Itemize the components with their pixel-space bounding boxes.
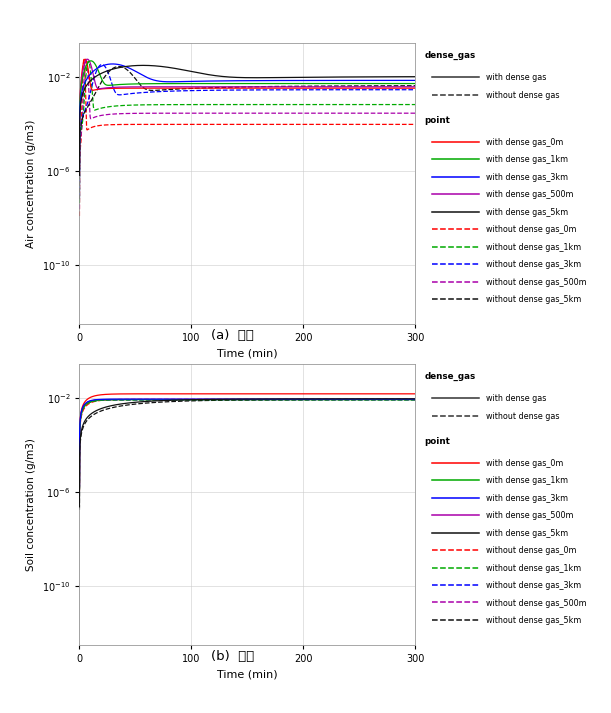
Text: with dense gas_3km: with dense gas_3km xyxy=(486,493,568,503)
Text: without dense gas_1km: without dense gas_1km xyxy=(486,563,581,573)
Text: dense_gas: dense_gas xyxy=(425,51,476,61)
Text: dense_gas: dense_gas xyxy=(425,372,476,381)
Text: without dense gas_500m: without dense gas_500m xyxy=(486,598,587,607)
Text: with dense gas_5km: with dense gas_5km xyxy=(486,528,568,538)
Text: without dense gas_3km: without dense gas_3km xyxy=(486,581,581,590)
Text: with dense gas_0m: with dense gas_0m xyxy=(486,459,563,468)
X-axis label: Time (min): Time (min) xyxy=(217,670,278,680)
Text: with dense gas_1km: with dense gas_1km xyxy=(486,155,568,165)
Text: point: point xyxy=(425,436,450,446)
Text: without dense gas_3km: without dense gas_3km xyxy=(486,260,581,270)
Y-axis label: Soil concentration (g/m3): Soil concentration (g/m3) xyxy=(26,438,37,571)
Text: with dense gas_500m: with dense gas_500m xyxy=(486,511,574,520)
Text: without dense gas_1km: without dense gas_1km xyxy=(486,242,581,252)
Text: (b)  토양: (b) 토양 xyxy=(211,650,254,663)
Text: (a)  대기: (a) 대기 xyxy=(211,329,254,342)
Text: with dense gas_500m: with dense gas_500m xyxy=(486,190,574,200)
Text: with dense gas_5km: with dense gas_5km xyxy=(486,207,568,217)
Y-axis label: Air concentration (g/m3): Air concentration (g/m3) xyxy=(26,119,37,248)
Text: with dense gas_3km: with dense gas_3km xyxy=(486,173,568,182)
Text: without dense gas_500m: without dense gas_500m xyxy=(486,277,587,287)
Text: with dense gas: with dense gas xyxy=(486,73,546,83)
Text: without dense gas_5km: without dense gas_5km xyxy=(486,295,581,304)
Text: with dense gas_0m: with dense gas_0m xyxy=(486,138,563,147)
Text: with dense gas_1km: with dense gas_1km xyxy=(486,476,568,486)
Text: without dense gas: without dense gas xyxy=(486,91,560,100)
X-axis label: Time (min): Time (min) xyxy=(217,349,278,359)
Text: without dense gas_5km: without dense gas_5km xyxy=(486,616,581,625)
Text: without dense gas_0m: without dense gas_0m xyxy=(486,546,576,555)
Text: without dense gas: without dense gas xyxy=(486,412,560,421)
Text: without dense gas_0m: without dense gas_0m xyxy=(486,225,576,235)
Text: with dense gas: with dense gas xyxy=(486,394,546,404)
Text: point: point xyxy=(425,116,450,125)
